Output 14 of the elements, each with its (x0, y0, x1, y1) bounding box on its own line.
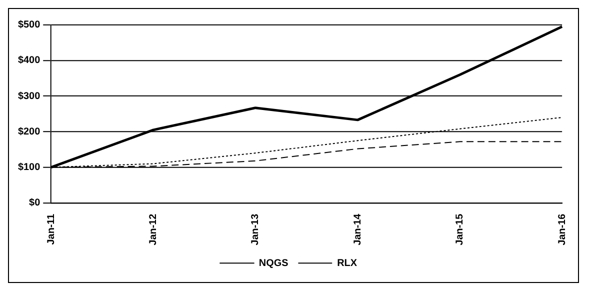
x-tick-label: Jan-11 (46, 213, 57, 245)
x-tick-label: Jan-15 (454, 213, 466, 246)
x-tick-label: Jan-14 (352, 213, 364, 246)
y-tick-label: $500 (18, 20, 41, 31)
x-tick-label: Jan-12 (148, 213, 160, 246)
y-tick-label: $400 (18, 55, 41, 66)
y-tick-label: $100 (18, 162, 41, 174)
x-tick-label: Jan-13 (250, 213, 262, 246)
y-tick-label: $0 (29, 198, 41, 209)
legend-label: NQGS (258, 258, 289, 269)
legend-label: RLX (337, 258, 358, 269)
y-tick-label: $200 (18, 126, 41, 138)
x-tick-label: Jan-16 (556, 213, 568, 246)
y-tick-label: $300 (18, 90, 41, 102)
